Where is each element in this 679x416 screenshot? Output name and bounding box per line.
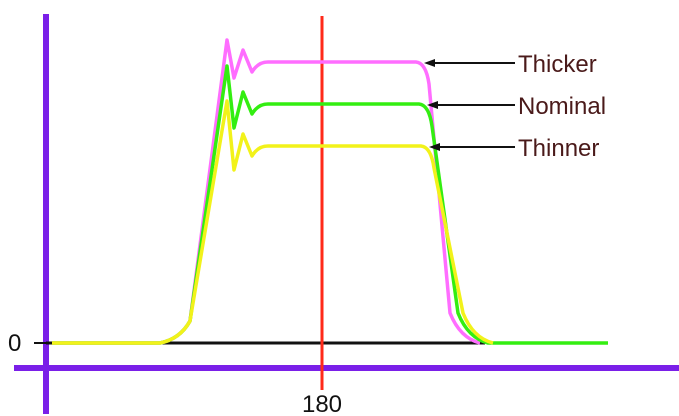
callout-label-thicker: Thicker	[518, 51, 597, 78]
series-line-thicker	[52, 38, 481, 345]
series-layer	[52, 38, 608, 345]
callout-label-nominal: Nominal	[518, 93, 606, 120]
y-tick-label-zero: 0	[8, 330, 21, 357]
callout-label-thinner: Thinner	[518, 135, 599, 162]
callout-layer: Thicker Nominal Thinner	[424, 51, 606, 162]
callout-arrowhead-thicker	[424, 59, 435, 67]
x-tick-label-180: 180	[302, 391, 342, 416]
callout-arrowhead-nominal	[427, 101, 438, 109]
callout-arrowhead-thinner	[429, 143, 440, 151]
series-line-thinner	[52, 99, 494, 345]
